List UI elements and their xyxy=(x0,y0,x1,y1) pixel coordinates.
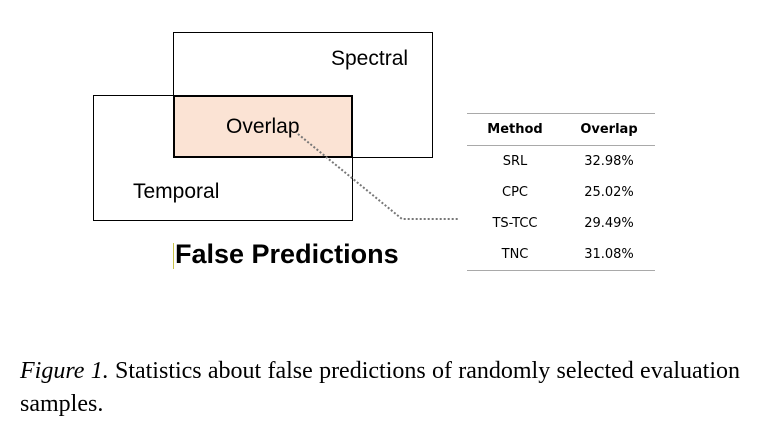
table-row: SRL 32.98% xyxy=(467,146,655,178)
temporal-label: Temporal xyxy=(133,180,220,203)
header-method: Method xyxy=(467,113,563,146)
figure-caption: Figure 1. Statistics about false predict… xyxy=(20,355,740,421)
method-cell: TNC xyxy=(467,239,563,271)
table-row: TNC 31.08% xyxy=(467,239,655,271)
header-overlap: Overlap xyxy=(563,113,655,146)
method-cell: CPC xyxy=(502,185,528,200)
figure-label: Figure 1. xyxy=(20,358,109,384)
method-cell: SRL xyxy=(502,154,528,169)
overlap-label: Overlap xyxy=(226,115,300,138)
caption-text: Statistics about false predictions of ra… xyxy=(20,358,740,417)
table-row: TS-TCC 29.49% xyxy=(467,208,655,239)
false-predictions-title: False Predictions xyxy=(175,239,399,269)
table-header-row: Method Overlap xyxy=(467,113,655,146)
overlap-region xyxy=(173,95,353,158)
overlap-cell: 25.02% xyxy=(584,185,634,200)
overlap-cell: 32.98% xyxy=(584,154,634,169)
overlap-table: Method Overlap SRL 32.98% CPC 25.02% TS-… xyxy=(467,113,655,271)
table-row: CPC 25.02% xyxy=(467,177,655,208)
overlap-cell: 29.49% xyxy=(584,216,634,231)
method-cell: TS-TCC xyxy=(492,216,538,231)
venn-diagram: Spectral Overlap Temporal False Predicti… xyxy=(93,32,458,269)
spectral-label: Spectral xyxy=(331,47,409,70)
overlap-cell: 31.08% xyxy=(563,239,655,271)
overlap-table-container: Method Overlap SRL 32.98% CPC 25.02% TS-… xyxy=(467,113,655,271)
text-cursor xyxy=(173,243,174,269)
dotted-connector xyxy=(297,133,458,220)
